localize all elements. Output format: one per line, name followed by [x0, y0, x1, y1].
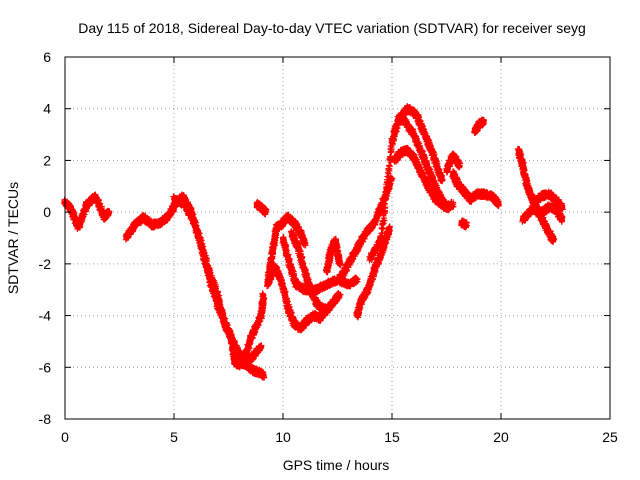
- data-points: [61, 103, 566, 381]
- series-t1: [61, 191, 113, 233]
- grid-lines: [65, 57, 610, 419]
- series-t7: [253, 199, 270, 218]
- chart-title: Day 115 of 2018, Sidereal Day-to-day VTE…: [78, 20, 586, 36]
- series-t9: [264, 261, 331, 334]
